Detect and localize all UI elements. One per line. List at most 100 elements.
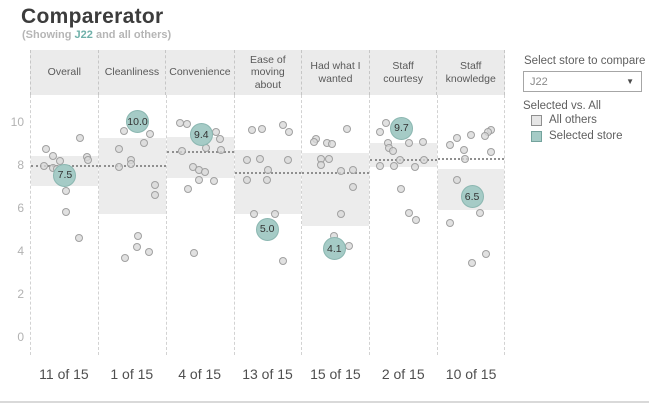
- other-store-dot[interactable]: [120, 254, 129, 263]
- other-store-dot[interactable]: [480, 131, 489, 140]
- selected-store-dot[interactable]: 9.4: [189, 123, 213, 147]
- other-store-dot[interactable]: [419, 156, 428, 165]
- other-store-dot[interactable]: [376, 128, 385, 137]
- selected-store-dot[interactable]: 6.5: [460, 185, 484, 209]
- other-store-dot[interactable]: [61, 186, 70, 195]
- other-store-dot[interactable]: [248, 126, 257, 135]
- legend-item-selected-store[interactable]: Selected store: [531, 130, 623, 142]
- other-store-dot[interactable]: [146, 129, 155, 138]
- selected-store-dot[interactable]: 4.1: [322, 237, 346, 261]
- other-store-dot[interactable]: [133, 231, 142, 240]
- other-store-dot[interactable]: [114, 144, 123, 153]
- other-store-dot[interactable]: [337, 167, 346, 176]
- other-store-dot[interactable]: [390, 161, 399, 170]
- other-store-dot[interactable]: [48, 152, 57, 161]
- plot-column: 9.7: [369, 95, 438, 355]
- other-store-dot[interactable]: [482, 249, 491, 258]
- other-store-dot[interactable]: [411, 162, 420, 171]
- other-store-dot[interactable]: [453, 133, 462, 142]
- plot-column: 9.4: [165, 95, 234, 355]
- other-store-dot[interactable]: [74, 233, 83, 242]
- others-average-dotline: [438, 158, 504, 161]
- other-store-dot[interactable]: [41, 144, 50, 153]
- selected-store-dot[interactable]: 10.0: [126, 110, 150, 134]
- other-store-dot[interactable]: [200, 168, 209, 177]
- other-store-dot[interactable]: [39, 161, 48, 170]
- other-store-dot[interactable]: [446, 218, 455, 227]
- other-store-dot[interactable]: [317, 160, 326, 169]
- other-store-dot[interactable]: [375, 161, 384, 170]
- other-store-dot[interactable]: [243, 175, 252, 184]
- other-store-dot[interactable]: [404, 209, 413, 218]
- y-axis-tick: 8: [17, 157, 24, 172]
- other-store-dot[interactable]: [324, 155, 333, 164]
- store-select-dropdown[interactable]: J22 ▼: [523, 71, 642, 92]
- other-store-dot[interactable]: [264, 166, 273, 175]
- other-store-dot[interactable]: [459, 145, 468, 154]
- other-store-dot[interactable]: [177, 146, 186, 155]
- selected-store-dot[interactable]: 5.0: [255, 217, 279, 241]
- other-store-dot[interactable]: [467, 130, 476, 139]
- other-store-dot[interactable]: [461, 155, 470, 164]
- other-store-dot[interactable]: [343, 125, 352, 134]
- subtitle-suffix: and all others): [92, 29, 172, 41]
- other-store-dot[interactable]: [183, 119, 192, 128]
- other-store-dot[interactable]: [487, 147, 496, 156]
- rank-label: 15 of 15: [310, 366, 361, 382]
- other-store-dot[interactable]: [243, 156, 252, 165]
- selected-store-dot[interactable]: 9.7: [389, 116, 413, 140]
- other-store-dot[interactable]: [127, 159, 136, 168]
- others-average-dotline: [166, 150, 234, 153]
- other-store-dot[interactable]: [61, 208, 70, 216]
- other-store-dot[interactable]: [327, 140, 336, 149]
- rank-label: 11 of 15: [39, 366, 89, 382]
- other-store-dot[interactable]: [278, 257, 287, 266]
- others-range-band: [98, 137, 166, 215]
- other-store-dot[interactable]: [189, 248, 198, 257]
- other-store-dot[interactable]: [349, 183, 358, 192]
- other-store-dot[interactable]: [349, 166, 358, 175]
- plot-column: 7.5: [30, 95, 98, 355]
- other-store-dot[interactable]: [278, 120, 287, 129]
- other-store-dot[interactable]: [396, 156, 405, 165]
- other-store-dot[interactable]: [337, 210, 346, 219]
- other-store-dot[interactable]: [381, 118, 390, 127]
- other-store-dot[interactable]: [140, 139, 149, 148]
- other-store-dot[interactable]: [404, 139, 413, 148]
- other-store-dot[interactable]: [209, 176, 218, 185]
- other-store-dot[interactable]: [284, 156, 293, 165]
- other-store-dot[interactable]: [151, 181, 160, 190]
- other-store-dot[interactable]: [309, 138, 318, 147]
- other-store-dot[interactable]: [476, 209, 485, 218]
- rank-label: 10 of 15: [445, 366, 497, 382]
- legend-item-label: All others: [549, 114, 597, 126]
- other-store-dot[interactable]: [216, 134, 225, 143]
- other-store-dot[interactable]: [263, 175, 272, 184]
- other-store-dot[interactable]: [194, 175, 203, 184]
- other-store-dot[interactable]: [145, 247, 154, 256]
- other-store-dot[interactable]: [257, 125, 266, 134]
- other-store-dot[interactable]: [446, 141, 455, 150]
- other-store-dot[interactable]: [151, 190, 160, 199]
- other-store-dot[interactable]: [284, 128, 293, 137]
- other-store-dot[interactable]: [119, 127, 128, 136]
- other-store-dot[interactable]: [132, 243, 141, 252]
- other-store-dot[interactable]: [271, 210, 280, 219]
- other-store-dot[interactable]: [256, 155, 265, 164]
- page-subtitle: (Showing J22 and all others): [22, 29, 171, 41]
- rank-label: 1 of 15: [110, 366, 154, 382]
- other-store-dot[interactable]: [183, 185, 192, 194]
- other-store-dot[interactable]: [389, 146, 398, 155]
- other-store-dot[interactable]: [411, 215, 420, 224]
- other-store-dot[interactable]: [397, 185, 406, 194]
- selected-store-dot[interactable]: 7.5: [53, 163, 77, 187]
- legend-item-all-others[interactable]: All others: [531, 114, 597, 126]
- other-store-dot[interactable]: [75, 133, 84, 142]
- other-store-dot[interactable]: [468, 258, 477, 267]
- other-store-dot[interactable]: [453, 175, 462, 184]
- other-store-dot[interactable]: [216, 145, 225, 154]
- other-store-dot[interactable]: [419, 138, 428, 147]
- other-store-dot[interactable]: [250, 210, 259, 219]
- other-store-dot[interactable]: [114, 162, 123, 171]
- other-store-dot[interactable]: [84, 156, 92, 165]
